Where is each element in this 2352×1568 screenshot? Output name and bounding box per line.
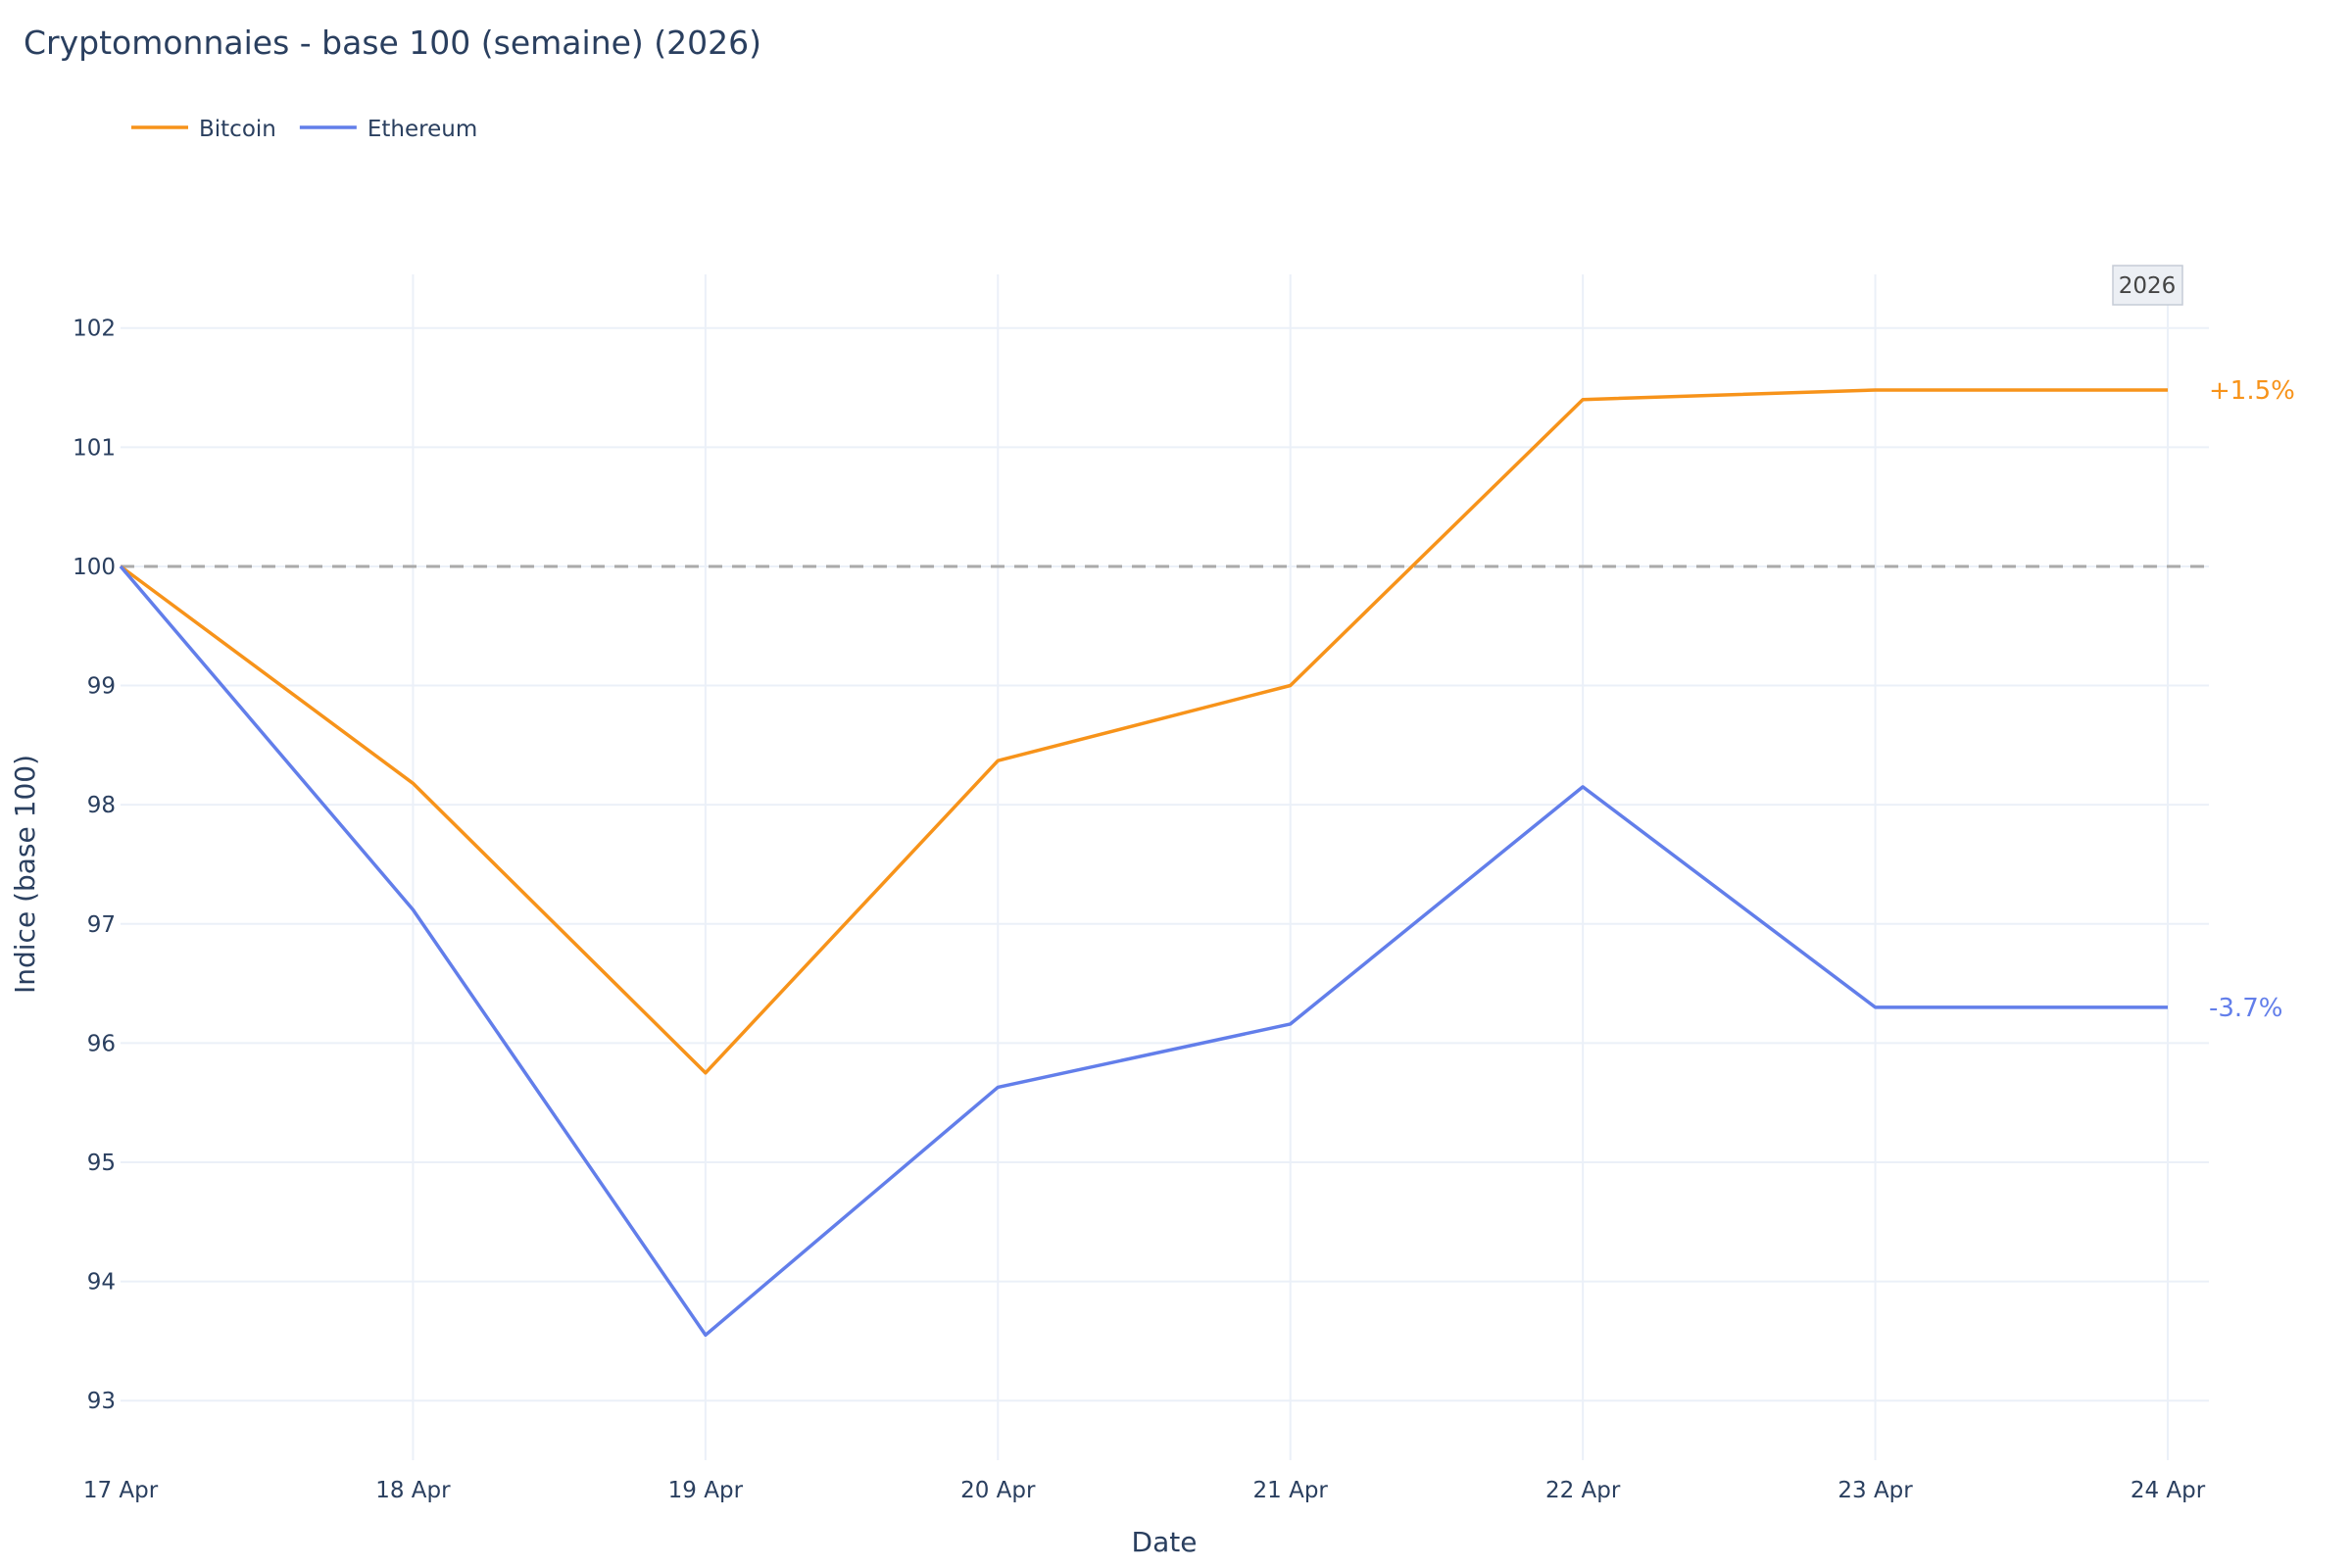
end-label-bitcoin: +1.5% bbox=[2209, 376, 2295, 406]
end-label-ethereum: -3.7% bbox=[2209, 994, 2282, 1023]
x-tick-label: 17 Apr bbox=[83, 1478, 159, 1503]
y-axis-ticks: 93 94 95 96 97 98 99 100 101 102 bbox=[73, 317, 116, 1414]
x-axis-ticks: 17 Apr 18 Apr 19 Apr 20 Apr 21 Apr 22 Apr 23 A… bbox=[83, 1478, 2206, 1503]
y-tick-label: 94 bbox=[87, 1270, 116, 1296]
year-badge-box bbox=[2112, 265, 2183, 306]
y-tick-label: 97 bbox=[87, 912, 116, 938]
y-tick-label: 93 bbox=[87, 1389, 116, 1414]
legend-item-ethereum[interactable]: Ethereum bbox=[299, 117, 477, 142]
y-tick-label: 102 bbox=[73, 317, 116, 342]
y-tick-label: 96 bbox=[87, 1031, 116, 1056]
y-tick-label: 101 bbox=[73, 435, 116, 461]
legend-label-bitcoin: Bitcoin bbox=[199, 117, 276, 142]
x-tick-label: 20 Apr bbox=[960, 1478, 1036, 1503]
x-tick-label: 22 Apr bbox=[1545, 1478, 1621, 1503]
y-tick-label: 98 bbox=[87, 793, 116, 818]
legend-item-bitcoin[interactable]: Bitcoin bbox=[131, 117, 276, 142]
year-badge: 2026 bbox=[2112, 265, 2183, 306]
legend-label-ethereum: Ethereum bbox=[368, 117, 477, 142]
end-labels: +1.5% -3.7% bbox=[2209, 376, 2295, 1023]
x-tick-label: 21 Apr bbox=[1253, 1478, 1329, 1503]
x-tick-label: 18 Apr bbox=[375, 1478, 451, 1503]
chart-title: Cryptomonnaies - base 100 (semaine) (202… bbox=[24, 24, 761, 62]
y-axis-title: Indice (base 100) bbox=[9, 755, 41, 994]
grid bbox=[121, 274, 2209, 1460]
y-tick-label: 99 bbox=[87, 674, 116, 700]
x-tick-label: 23 Apr bbox=[1838, 1478, 1913, 1503]
year-badge-text: 2026 bbox=[2119, 273, 2177, 299]
x-tick-label: 24 Apr bbox=[2131, 1478, 2206, 1503]
x-axis-title: Date bbox=[1132, 1526, 1198, 1558]
y-tick-label: 95 bbox=[87, 1151, 116, 1176]
series-line-bitcoin[interactable] bbox=[119, 388, 2168, 1075]
x-tick-label: 19 Apr bbox=[668, 1478, 744, 1503]
series-group bbox=[119, 388, 2168, 1338]
series-line-ethereum[interactable] bbox=[119, 564, 2168, 1338]
y-tick-label: 100 bbox=[73, 555, 116, 580]
legend[interactable]: Bitcoin Ethereum bbox=[131, 117, 477, 142]
